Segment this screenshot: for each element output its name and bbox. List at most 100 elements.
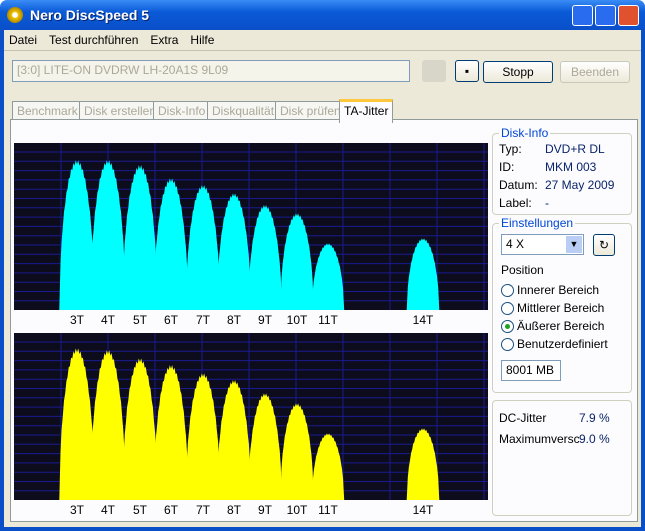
x-tick-label: 5T — [133, 313, 148, 327]
separator — [4, 50, 641, 51]
title-bar: Nero DiscSpeed 5 — [0, 0, 645, 30]
menu-item[interactable]: Datei — [9, 33, 38, 47]
x-tick-label: 14T — [413, 503, 434, 517]
radio-button[interactable] — [501, 320, 514, 333]
frame — [0, 30, 4, 531]
histogram-peak — [216, 380, 252, 500]
x-tick-label: 6T — [164, 313, 179, 327]
histogram-peak — [59, 160, 95, 310]
results-group: DC-Jitter 7.9 % Maximumversc 9.0 % — [492, 400, 632, 516]
radio-label[interactable]: Mittlerer Bereich — [517, 301, 605, 315]
tab[interactable]: Disk-Info — [153, 101, 211, 120]
histogram-peak — [153, 178, 189, 310]
dropdown-arrow: ▼ — [566, 236, 582, 253]
result-value: 9.0 % — [579, 432, 610, 446]
info-value: - — [545, 196, 549, 210]
histogram-peak — [280, 403, 314, 500]
info-label: Typ: — [499, 142, 522, 156]
x-tick-label: 10T — [287, 313, 308, 327]
save-button[interactable]: ▪ — [455, 60, 479, 82]
histogram-peak — [90, 160, 126, 310]
x-tick-label: 3T — [70, 503, 85, 517]
speed-text: 4 X — [506, 237, 525, 251]
app-icon — [7, 7, 23, 23]
histogram-peak — [311, 433, 345, 500]
result-label: Maximumversc — [499, 432, 580, 446]
histogram-peak — [406, 428, 440, 500]
drive-select[interactable]: [3:0] LITE-ON DVDRW LH-20A1S 9L09 — [12, 60, 410, 82]
minimize-button[interactable] — [572, 5, 593, 26]
histogram-peak — [248, 393, 282, 500]
group-title: Einstellungen — [499, 216, 576, 230]
histogram-peak — [311, 243, 345, 310]
x-tick-label: 8T — [227, 503, 242, 517]
disk-info-group: Disk-Info Typ: DVD+R DL ID: MKM 003 Datum: 27… — [492, 126, 632, 215]
frame — [641, 30, 645, 531]
radio-button[interactable] — [501, 284, 514, 297]
info-label: Label: — [499, 196, 532, 210]
position-label: Position — [501, 263, 544, 277]
maximize-button[interactable] — [595, 5, 616, 26]
radio-label[interactable]: Äußerer Bereich — [517, 319, 605, 333]
info-value: DVD+R DL — [545, 142, 605, 156]
radio-label[interactable]: Innerer Bereich — [517, 283, 600, 297]
drive-text: [3:0] LITE-ON DVDRW LH-20A1S 9L09 — [17, 63, 229, 77]
x-tick-label: 7T — [196, 313, 211, 327]
histogram-peak — [185, 373, 221, 500]
radio-label[interactable]: Benutzerdefiniert — [517, 337, 608, 351]
window-title: Nero DiscSpeed 5 — [30, 7, 150, 23]
tab[interactable]: Diskqualität — [207, 101, 280, 120]
histogram-peak — [122, 165, 158, 310]
histogram-peak — [153, 365, 189, 500]
info-value: 27 May 2009 — [545, 178, 615, 192]
drive-icon[interactable] — [422, 60, 446, 82]
x-tick-label: 11T — [318, 503, 338, 517]
histogram-peak — [59, 348, 95, 500]
x-tick-label: 14T — [413, 313, 434, 327]
exit-button[interactable]: Beenden — [560, 61, 630, 83]
menu-item[interactable]: Test durchführen — [49, 33, 139, 47]
size-text: 8001 MB — [506, 363, 555, 377]
x-tick-label: 9T — [258, 503, 273, 517]
x-tick-label: 4T — [101, 313, 116, 327]
radio-button[interactable] — [501, 302, 514, 315]
stop-button[interactable]: Stopp — [483, 61, 553, 83]
histogram-peak — [90, 350, 126, 500]
result-value: 7.9 % — [579, 411, 610, 425]
menu-item[interactable]: Extra — [150, 33, 179, 47]
info-value: MKM 003 — [545, 160, 597, 174]
histogram-peak — [406, 238, 440, 310]
speed-select[interactable]: 4 X ▼ — [501, 234, 584, 255]
x-tick-label: 11T — [318, 313, 338, 327]
histogram-peak — [280, 213, 314, 310]
tab[interactable]: Disk prüfen — [275, 101, 346, 120]
x-tick-label: 3T — [70, 313, 85, 327]
histogram-peak — [122, 358, 158, 500]
info-label: Datum: — [499, 178, 538, 192]
radio-button[interactable] — [501, 338, 514, 351]
info-label: ID: — [499, 160, 515, 174]
histogram-peak — [248, 205, 282, 310]
x-tick-label: 8T — [227, 313, 242, 327]
x-tick-label: 9T — [258, 313, 273, 327]
frame — [0, 527, 645, 531]
x-tick-label: 7T — [196, 503, 211, 517]
radio-dot — [505, 324, 510, 329]
size-field[interactable]: 8001 MB — [501, 360, 561, 381]
tab[interactable]: Benchmark — [12, 101, 83, 120]
charts: 3T 4T 5T 6T 7T 8T 9T 10T 11T 14T 3T 4T 5T 6T 7T 8T 9T 10T… — [14, 143, 488, 517]
menu-bar: Datei Test durchführen Extra Hilfe — [9, 33, 226, 47]
x-tick-label: 4T — [101, 503, 116, 517]
result-label: DC-Jitter — [499, 411, 547, 425]
x-tick-label: 6T — [164, 503, 179, 517]
close-button[interactable] — [618, 5, 639, 26]
menu-item[interactable]: Hilfe — [190, 33, 215, 47]
tab[interactable]: Disk erstellen — [79, 101, 162, 120]
x-tick-label: 10T — [287, 503, 308, 517]
tab[interactable]: TA-Jitter — [339, 99, 394, 123]
histogram-peak — [216, 193, 252, 310]
refresh-button[interactable]: ↻ — [593, 234, 615, 256]
group-title: Disk-Info — [499, 126, 551, 140]
histogram-peak — [185, 185, 221, 310]
